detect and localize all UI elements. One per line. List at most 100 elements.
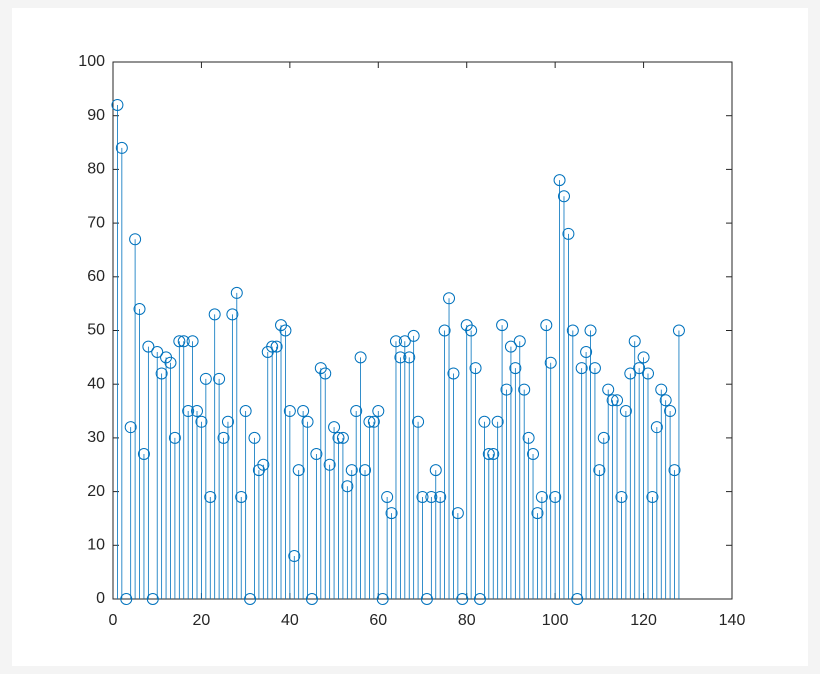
y-tick-label: 80 xyxy=(87,161,105,178)
stem-marker xyxy=(292,464,305,477)
x-tick-label: 20 xyxy=(193,612,211,629)
stem-marker xyxy=(301,415,314,428)
stem-marker xyxy=(266,340,279,353)
stem-marker xyxy=(513,335,526,348)
stem-marker xyxy=(434,490,447,503)
stem-marker xyxy=(456,593,469,605)
stem-marker xyxy=(628,335,641,348)
stem-marker xyxy=(664,405,677,418)
x-tick-label: 140 xyxy=(719,612,746,629)
x-tick-label: 80 xyxy=(458,612,476,629)
stem-marker xyxy=(531,507,544,520)
stem-marker xyxy=(288,550,301,563)
stem-marker xyxy=(624,367,637,380)
stem-marker xyxy=(283,405,296,418)
x-tick-label: 60 xyxy=(369,612,387,629)
stem-marker xyxy=(385,507,398,520)
stem-marker xyxy=(403,351,416,364)
y-tick-label: 30 xyxy=(87,429,105,446)
y-tick-label: 0 xyxy=(96,590,105,607)
x-tick-label: 120 xyxy=(630,612,657,629)
stem-marker xyxy=(496,319,509,332)
stem-marker xyxy=(425,490,438,503)
stem-marker xyxy=(659,394,672,407)
stem-marker xyxy=(544,356,557,369)
stem-marker xyxy=(155,367,168,380)
stem-marker xyxy=(177,335,190,348)
x-tick-label: 0 xyxy=(109,612,118,629)
y-tick-label: 10 xyxy=(87,537,105,554)
stem-marker xyxy=(248,431,261,444)
stem-marker xyxy=(482,448,495,461)
stem-marker xyxy=(522,431,535,444)
stem-marker xyxy=(473,593,486,605)
stem-marker xyxy=(372,405,385,418)
stem-marker xyxy=(279,324,292,337)
stem-marker xyxy=(549,490,562,503)
stem-marker xyxy=(359,464,372,477)
stem-marker xyxy=(606,394,619,407)
stem-marker xyxy=(566,324,579,337)
stem-marker xyxy=(111,98,124,111)
stem-marker xyxy=(602,383,615,396)
stem-marker xyxy=(297,405,310,418)
stem-marker xyxy=(124,421,137,434)
stem-marker xyxy=(142,340,155,353)
stem-marker xyxy=(389,335,402,348)
stem-marker xyxy=(191,405,204,418)
stem-marker xyxy=(204,490,217,503)
stem-marker xyxy=(133,303,146,316)
stem-marker xyxy=(257,458,270,471)
stem-marker xyxy=(487,448,500,461)
stem-marker xyxy=(208,308,221,321)
stem-marker xyxy=(491,415,504,428)
stem-marker xyxy=(478,415,491,428)
stem-marker xyxy=(416,490,429,503)
stem-marker xyxy=(584,324,597,337)
stem-marker xyxy=(270,340,283,353)
stem-marker xyxy=(588,362,601,375)
stem-marker xyxy=(500,383,513,396)
stem-marker xyxy=(562,227,575,240)
y-tick-label: 100 xyxy=(78,53,105,70)
stem-marker xyxy=(146,593,159,605)
stem-marker xyxy=(504,340,517,353)
stem-marker xyxy=(668,464,681,477)
stem-marker xyxy=(597,431,610,444)
stem-marker xyxy=(129,233,142,246)
stem-marker xyxy=(195,415,208,428)
stem-marker xyxy=(637,351,650,364)
stem-marker xyxy=(199,372,212,385)
stem-marker xyxy=(469,362,482,375)
stem-marker xyxy=(518,383,531,396)
stem-marker xyxy=(345,464,358,477)
stem-marker xyxy=(412,415,425,428)
stem-marker xyxy=(341,480,354,493)
y-tick-label: 90 xyxy=(87,107,105,124)
stem-marker xyxy=(173,335,186,348)
stem-marker xyxy=(571,593,584,605)
stem-marker xyxy=(367,415,380,428)
x-tick-label: 100 xyxy=(542,612,569,629)
stem-marker xyxy=(619,405,632,418)
stem-marker xyxy=(323,458,336,471)
stem-marker xyxy=(633,362,646,375)
stem-marker xyxy=(213,372,226,385)
stem-marker xyxy=(509,362,522,375)
stem-marker xyxy=(575,362,588,375)
stem-marker xyxy=(120,593,133,605)
stem-marker xyxy=(429,464,442,477)
stem-marker xyxy=(615,490,628,503)
stem-marker xyxy=(641,367,654,380)
stem-marker xyxy=(310,448,323,461)
stem-marker xyxy=(164,356,177,369)
stem-marker xyxy=(354,351,367,364)
stem-marker xyxy=(221,415,234,428)
y-tick-label: 40 xyxy=(87,375,105,392)
stem-marker xyxy=(235,490,248,503)
stem-marker xyxy=(527,448,540,461)
stem-marker xyxy=(398,335,411,348)
stem-marker xyxy=(451,507,464,520)
stem-marker xyxy=(151,345,164,358)
stem-marker xyxy=(553,174,566,187)
